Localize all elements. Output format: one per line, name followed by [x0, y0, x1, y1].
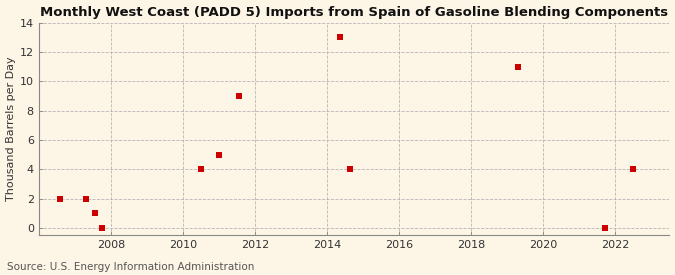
- Point: [628, 167, 639, 172]
- Point: [213, 152, 224, 157]
- Point: [334, 35, 345, 39]
- Y-axis label: Thousand Barrels per Day: Thousand Barrels per Day: [5, 57, 16, 201]
- Point: [97, 226, 107, 230]
- Point: [345, 167, 356, 172]
- Point: [599, 226, 610, 230]
- Point: [234, 94, 244, 98]
- Point: [80, 196, 91, 201]
- Point: [55, 196, 65, 201]
- Point: [89, 211, 100, 216]
- Title: Monthly West Coast (PADD 5) Imports from Spain of Gasoline Blending Components: Monthly West Coast (PADD 5) Imports from…: [40, 6, 668, 18]
- Text: Source: U.S. Energy Information Administration: Source: U.S. Energy Information Administ…: [7, 262, 254, 272]
- Point: [513, 64, 524, 69]
- Point: [196, 167, 207, 172]
